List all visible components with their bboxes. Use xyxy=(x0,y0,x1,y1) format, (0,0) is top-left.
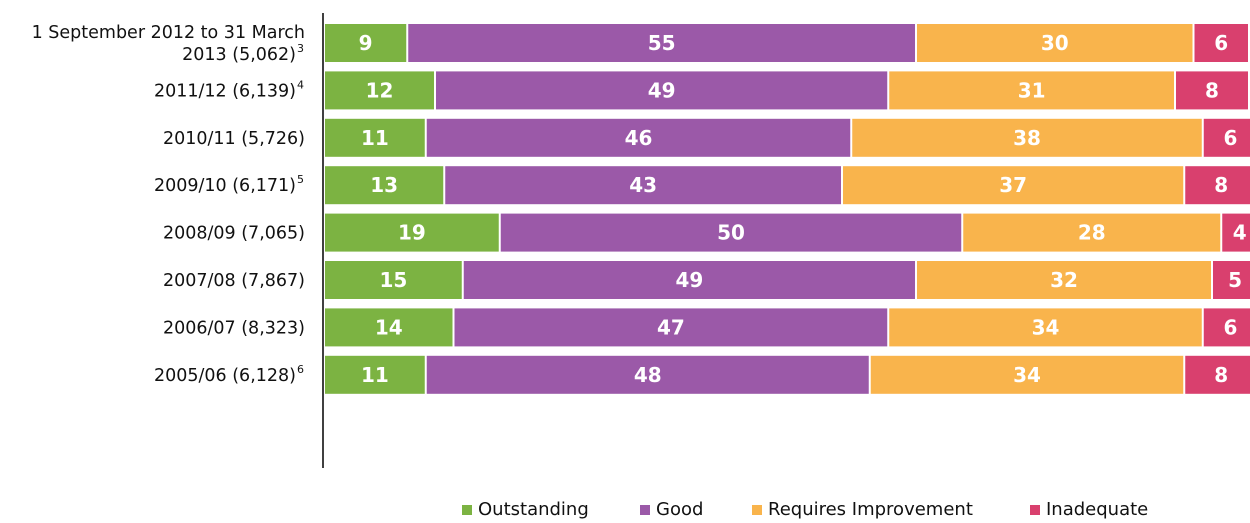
category-footnote: 6 xyxy=(297,363,304,376)
data-label: 6 xyxy=(1214,31,1228,55)
bar-segment-inadequate xyxy=(1185,166,1250,205)
bar-segment-inadequate xyxy=(1222,213,1250,252)
legend-item-good: Good xyxy=(640,499,703,520)
category-label: 2009/10 (6,171) xyxy=(154,176,296,196)
data-label: 9 xyxy=(359,31,373,55)
legend-item-inadequate: Inadequate xyxy=(1030,499,1148,520)
bar-segment-requires-improvement xyxy=(843,166,1184,205)
category-label: 2008/09 (7,065) xyxy=(163,224,305,244)
bar-segment-outstanding xyxy=(325,166,444,205)
legend-swatch xyxy=(462,504,472,515)
category-label: 2005/06 (6,128) xyxy=(154,366,296,386)
data-label: 49 xyxy=(675,268,703,292)
data-label: 34 xyxy=(1032,315,1060,339)
data-label: 28 xyxy=(1078,221,1106,245)
data-label: 5 xyxy=(1228,268,1242,292)
bar-segment-good xyxy=(436,71,888,110)
bar-segment-outstanding xyxy=(325,71,434,110)
category-label: 1 September 2012 to 31 March xyxy=(32,23,305,43)
data-label: 12 xyxy=(366,78,394,102)
legend-label: Good xyxy=(656,499,704,520)
bar-segment-outstanding xyxy=(325,261,462,299)
bar-segment-inadequate xyxy=(1185,355,1250,394)
data-label: 6 xyxy=(1224,315,1238,339)
bar-segment-inadequate xyxy=(1203,308,1250,347)
category-label: 2007/08 (7,867) xyxy=(163,271,305,291)
legend-swatch xyxy=(640,504,650,515)
data-label: 49 xyxy=(648,78,676,102)
category-footnote: 5 xyxy=(297,173,304,186)
data-label: 8 xyxy=(1205,78,1219,102)
data-label: 6 xyxy=(1224,126,1238,150)
bar-segment-requires-improvement xyxy=(963,213,1221,252)
data-label: 30 xyxy=(1041,31,1069,55)
data-label: 11 xyxy=(361,126,389,150)
data-label: 43 xyxy=(629,173,657,197)
bar-segment-requires-improvement xyxy=(917,24,1193,62)
bar-segment-inadequate xyxy=(1213,261,1250,299)
bar-segment-requires-improvement xyxy=(889,71,1174,110)
category-footnote: 4 xyxy=(297,78,304,91)
data-label: 34 xyxy=(1013,363,1041,387)
data-label: 4 xyxy=(1233,221,1247,245)
bar-segment-inadequate xyxy=(1176,71,1248,110)
category-label: 2011/12 (6,139) xyxy=(154,81,296,101)
category-label: 2006/07 (8,323) xyxy=(163,318,305,338)
bar-segment-outstanding xyxy=(325,355,425,394)
bar-segment-good xyxy=(426,355,869,394)
bar-segment-requires-improvement xyxy=(917,261,1211,299)
bar-segment-good xyxy=(426,118,851,157)
bar-segment-inadequate xyxy=(1194,24,1248,62)
data-label: 32 xyxy=(1050,268,1078,292)
data-label: 55 xyxy=(648,31,676,55)
bar-segment-good xyxy=(454,308,888,347)
data-label: 50 xyxy=(717,221,745,245)
data-label: 14 xyxy=(375,315,403,339)
data-label: 38 xyxy=(1013,126,1041,150)
category-label: 2013 (5,062) xyxy=(182,45,296,65)
bar-segment-requires-improvement xyxy=(870,355,1184,394)
bar-segment-inadequate xyxy=(1203,118,1250,157)
legend-label: Requires Improvement xyxy=(768,499,973,520)
bar-segment-requires-improvement xyxy=(852,118,1202,157)
data-label: 48 xyxy=(634,363,662,387)
category-footnote: 3 xyxy=(297,42,304,55)
bar-segment-outstanding xyxy=(325,308,453,347)
data-label: 13 xyxy=(370,173,398,197)
data-label: 19 xyxy=(398,221,426,245)
legend-label: Outstanding xyxy=(478,499,589,520)
data-label: 15 xyxy=(379,268,407,292)
bar-segment-good xyxy=(500,213,962,252)
data-label: 47 xyxy=(657,315,685,339)
legend-swatch xyxy=(752,504,762,515)
data-label: 37 xyxy=(999,173,1027,197)
data-label: 8 xyxy=(1214,363,1228,387)
data-label: 46 xyxy=(625,126,653,150)
data-label: 11 xyxy=(361,363,389,387)
legend-swatch xyxy=(1030,504,1040,515)
category-label: 2010/11 (5,726) xyxy=(163,129,305,149)
bar-segment-good xyxy=(445,166,841,205)
bar-segment-requires-improvement xyxy=(889,308,1202,347)
bar-segment-outstanding xyxy=(325,213,499,252)
data-label: 8 xyxy=(1214,173,1228,197)
bar-segment-outstanding xyxy=(325,24,407,62)
data-label: 31 xyxy=(1018,78,1046,102)
bar-segment-good xyxy=(408,24,915,62)
legend-label: Inadequate xyxy=(1046,499,1149,520)
bar-segment-outstanding xyxy=(325,118,425,157)
bar-segment-good xyxy=(463,261,915,299)
legend-item-requires-improvement: Requires Improvement xyxy=(752,499,973,520)
chart-legend: Outstanding Good Requires Improvement Inade… xyxy=(0,499,1250,523)
legend-item-outstanding: Outstanding xyxy=(462,499,589,520)
